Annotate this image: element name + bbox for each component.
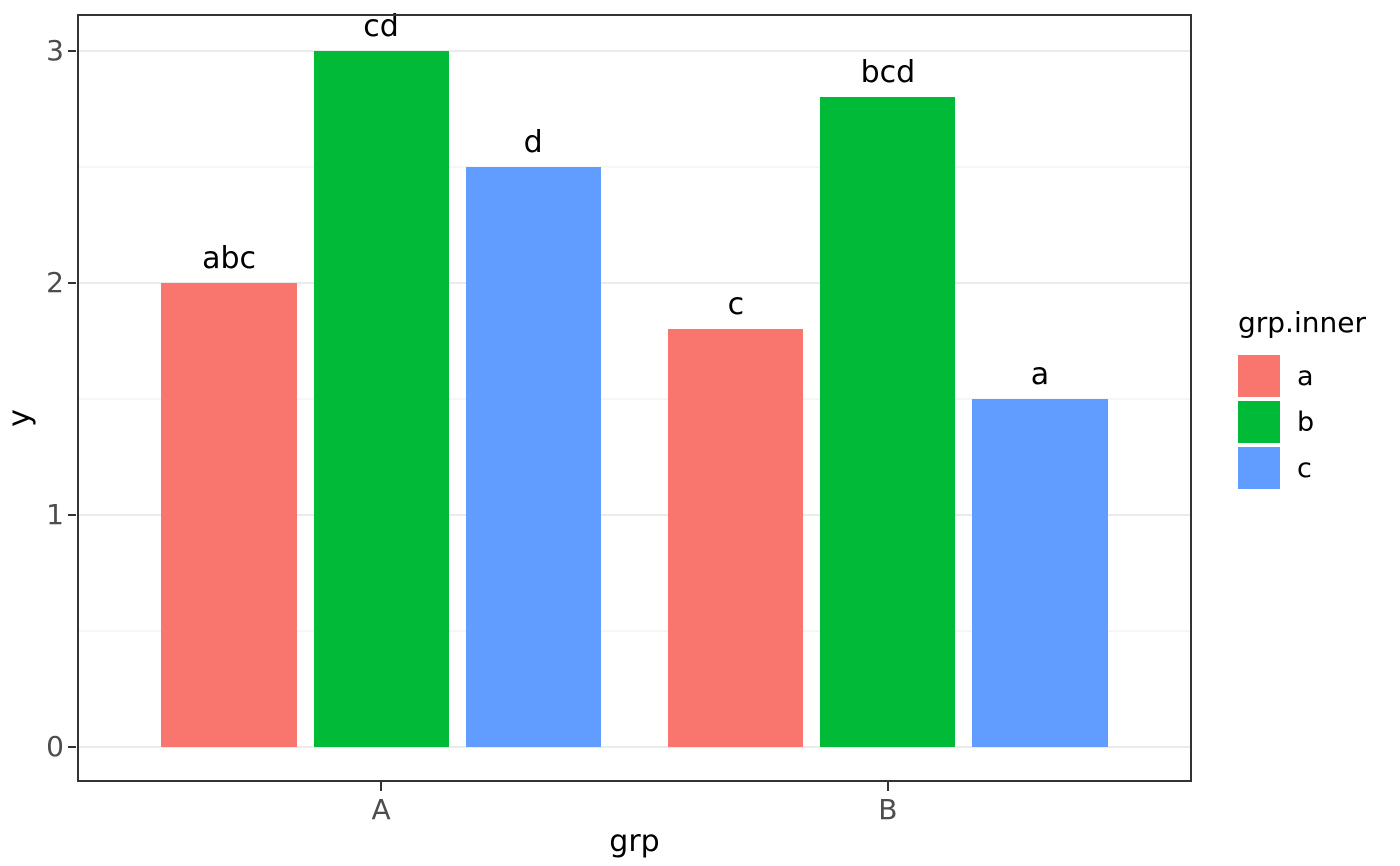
legend-key: a [1238,355,1366,397]
y-axis-title: y [2,409,37,427]
bar [161,283,297,747]
gridline-major [77,514,1192,516]
y-axis-tick-label: 0 [46,730,64,763]
x-axis-tick [380,782,383,791]
legend-swatch [1238,355,1280,397]
legend-key: c [1238,447,1366,489]
gridline-minor [77,398,1192,400]
x-axis-tick-label: B [878,793,898,826]
gridline-major [77,50,1192,52]
bar-value-label: c [727,287,745,323]
y-axis-tick [68,50,76,52]
bar-value-label: cd [363,9,399,44]
legend-key-label: a [1297,360,1314,392]
gridline-major [77,746,1192,748]
bar [313,51,449,747]
x-axis-tick-label: A [371,793,391,826]
legend-key: b [1238,401,1366,443]
legend-swatch [1238,401,1280,443]
bar-value-label: a [1030,357,1050,392]
gridline-minor [77,166,1192,168]
y-axis-tick-label: 1 [46,498,64,531]
x-axis-tick [886,782,889,791]
y-axis-tick-label: 2 [46,266,64,299]
bar [972,399,1108,747]
bar-value-label: d [523,125,543,160]
bar [668,329,804,747]
y-axis-tick [68,746,76,748]
bar [820,97,956,747]
legend-key-label: c [1297,452,1312,484]
plot-panel: abc c cd bcd d a [77,9,1192,782]
bar-value-label: abc [202,241,256,276]
y-axis-tick [68,514,76,516]
legend-title: grp.inner [1238,306,1366,339]
gridline-major [77,282,1192,284]
legend-swatch [1238,447,1280,489]
legend-key-label: b [1297,406,1315,438]
gridline-minor [77,630,1192,632]
y-axis-tick [68,282,76,284]
bar [465,167,601,747]
bar-value-label: bcd [860,55,916,91]
x-axis-title: grp [609,824,660,859]
y-axis-tick-label: 3 [46,34,64,67]
